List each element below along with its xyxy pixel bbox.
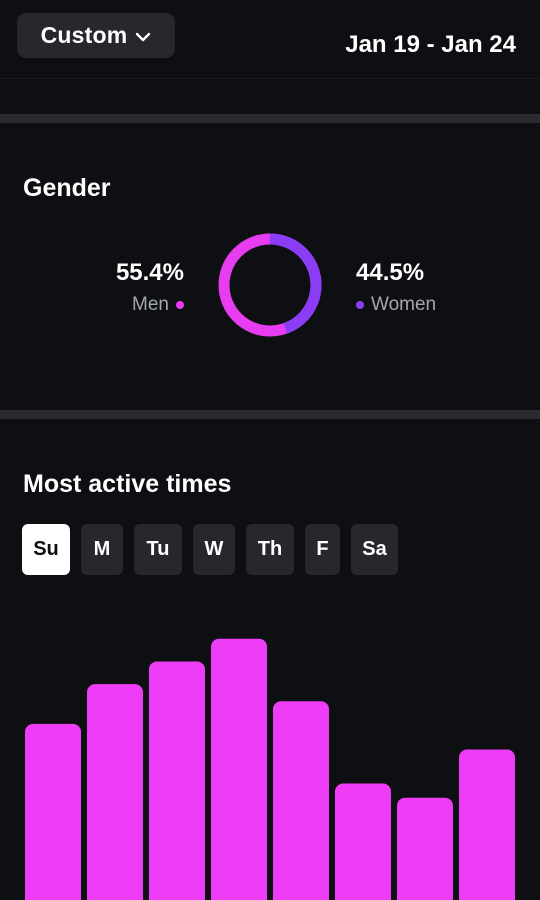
activity-bar: [149, 661, 205, 900]
men-color-dot: [176, 301, 184, 309]
chevron-down-icon: [136, 32, 151, 41]
date-range-dropdown-label: Custom: [40, 22, 128, 48]
donut-women-segment: [218, 233, 322, 337]
women-legend: Women: [356, 294, 436, 316]
activity-bar: [25, 723, 81, 900]
women-color-dot: [356, 301, 364, 309]
top-bar: Custom Jan 19 - Jan 24: [0, 0, 540, 79]
tab-sunday[interactable]: Su: [22, 524, 70, 575]
tab-thursday[interactable]: Th: [246, 524, 294, 575]
date-range-text: Jan 19 - Jan 24: [345, 31, 516, 58]
section-divider: [0, 114, 540, 123]
section-divider: [0, 410, 540, 419]
activity-bar: [211, 638, 267, 900]
most-active-times-bar-chart: [25, 638, 515, 900]
men-label: Men: [132, 294, 169, 315]
women-percentage: 44.5%: [356, 259, 425, 286]
day-tabs: Su M Tu W Th F Sa: [22, 524, 398, 575]
activity-bar: [335, 783, 391, 900]
women-label: Women: [371, 294, 437, 315]
most-active-times-title: Most active times: [23, 470, 232, 498]
gender-section-title: Gender: [23, 174, 111, 202]
tab-monday[interactable]: M: [81, 524, 123, 575]
activity-bar: [459, 749, 515, 900]
tab-tuesday[interactable]: Tu: [134, 524, 182, 575]
tab-friday[interactable]: F: [305, 524, 340, 575]
gender-donut-chart: [218, 233, 322, 337]
activity-bar: [397, 797, 453, 900]
date-range-dropdown[interactable]: Custom: [17, 13, 175, 58]
activity-bar: [87, 684, 143, 900]
tab-wednesday[interactable]: W: [193, 524, 235, 575]
activity-bar: [273, 701, 329, 900]
men-legend: Men: [132, 294, 184, 316]
men-percentage: 55.4%: [115, 259, 184, 286]
tab-saturday[interactable]: Sa: [351, 524, 398, 575]
